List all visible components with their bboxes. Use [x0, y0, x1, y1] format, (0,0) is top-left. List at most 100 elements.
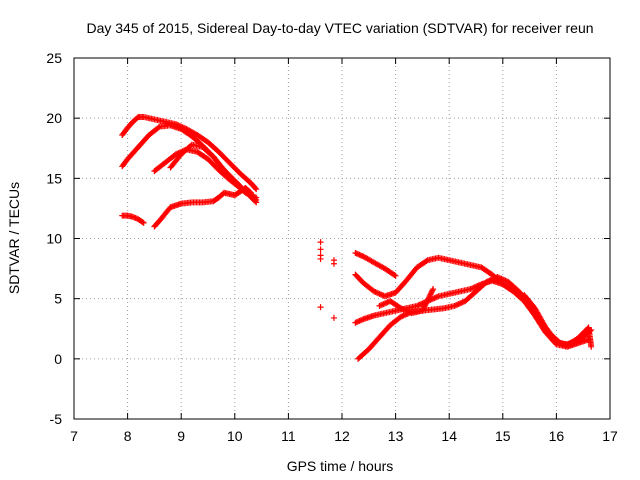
data-point — [317, 304, 324, 311]
data-point — [498, 275, 505, 282]
data-point — [352, 319, 359, 326]
series-arc-11 — [376, 286, 437, 317]
x-tick-label: 15 — [495, 428, 511, 444]
y-tick-label: 0 — [54, 351, 62, 367]
data-point — [377, 291, 384, 298]
data-point — [489, 276, 496, 283]
data-point — [428, 288, 435, 295]
data-point — [486, 277, 493, 284]
data-point — [372, 289, 379, 296]
y-tick-label: -5 — [50, 411, 63, 427]
data-point — [317, 246, 324, 253]
data-point — [399, 313, 406, 320]
series-arc-6 — [119, 212, 147, 226]
grid — [74, 58, 610, 419]
series-arc-5 — [151, 184, 254, 230]
data-point — [356, 251, 363, 258]
x-tick-label: 7 — [70, 428, 78, 444]
x-tick-labels: 7 8 9 10 11 12 13 14 15 16 17 — [70, 428, 618, 444]
y-tick-label: 5 — [54, 291, 62, 307]
data-point — [359, 252, 366, 259]
data-point — [502, 277, 509, 284]
data-point — [423, 299, 430, 306]
data-point — [357, 252, 364, 259]
data-point — [426, 292, 433, 299]
data-point — [356, 317, 363, 324]
data-point — [376, 302, 383, 309]
data-point — [501, 277, 508, 284]
data-point — [373, 289, 380, 296]
data-point — [391, 272, 398, 279]
x-tick-label: 13 — [388, 428, 404, 444]
x-tick-label: 12 — [334, 428, 350, 444]
data-point — [317, 255, 324, 262]
data-point — [455, 301, 462, 308]
y-tick-label: 15 — [46, 170, 62, 186]
data-point — [131, 214, 138, 221]
y-axis-label: SDTVAR / TECUs — [6, 182, 22, 294]
data-point — [406, 308, 412, 315]
data-point — [415, 302, 422, 309]
x-tick-label: 8 — [124, 428, 132, 444]
data-point — [249, 192, 256, 199]
data-point — [414, 302, 421, 309]
data-point — [416, 301, 423, 308]
data-point — [252, 185, 259, 192]
data-point — [174, 150, 181, 157]
data-point — [352, 249, 359, 256]
series-arc-12 — [521, 292, 595, 350]
data-point — [355, 318, 362, 325]
data-point — [400, 312, 407, 319]
data-point — [132, 215, 139, 222]
data-point — [499, 276, 506, 283]
series-arc-7 — [352, 249, 399, 279]
data-point — [371, 288, 378, 295]
y-tick-label: 10 — [46, 231, 62, 247]
chart-title: Day 345 of 2015, Sidereal Day-to-day VTE… — [86, 20, 593, 36]
data-point — [454, 301, 461, 308]
x-tick-label: 10 — [227, 428, 243, 444]
data-point — [397, 313, 404, 320]
y-tick-labels: -5 0 5 10 15 20 25 — [46, 50, 62, 427]
data-point — [400, 306, 407, 313]
series-outliers — [317, 239, 337, 321]
data-point — [434, 293, 441, 300]
data-point — [483, 278, 490, 285]
data-point — [428, 290, 435, 297]
data-point — [377, 302, 384, 309]
data-point — [379, 301, 386, 308]
data-point — [458, 299, 465, 306]
data-point — [392, 272, 399, 279]
data-point — [129, 213, 136, 220]
data-point — [588, 343, 595, 350]
data-point — [425, 295, 432, 302]
data-point — [383, 299, 390, 306]
data-point — [422, 300, 429, 307]
data-point — [359, 316, 366, 323]
data-point — [424, 296, 431, 303]
x-tick-label: 16 — [549, 428, 565, 444]
data-point — [399, 305, 406, 312]
x-tick-label: 11 — [281, 428, 296, 444]
data-point — [497, 275, 504, 282]
data-point — [452, 302, 459, 309]
data-point — [172, 151, 179, 158]
data-point — [330, 260, 337, 267]
data-point — [140, 219, 147, 226]
data-point — [468, 285, 475, 292]
data-point — [494, 274, 501, 281]
data-point — [379, 292, 386, 299]
data-point — [432, 294, 439, 301]
data-point — [421, 303, 428, 310]
data-point — [471, 284, 478, 291]
data-point — [420, 306, 427, 313]
data-point — [404, 308, 411, 315]
data-point — [487, 277, 494, 284]
data-point — [246, 188, 253, 195]
data-point — [375, 290, 382, 297]
data-point — [403, 307, 410, 314]
data-point — [451, 302, 458, 309]
data-point — [456, 300, 463, 307]
data-point — [420, 304, 427, 311]
